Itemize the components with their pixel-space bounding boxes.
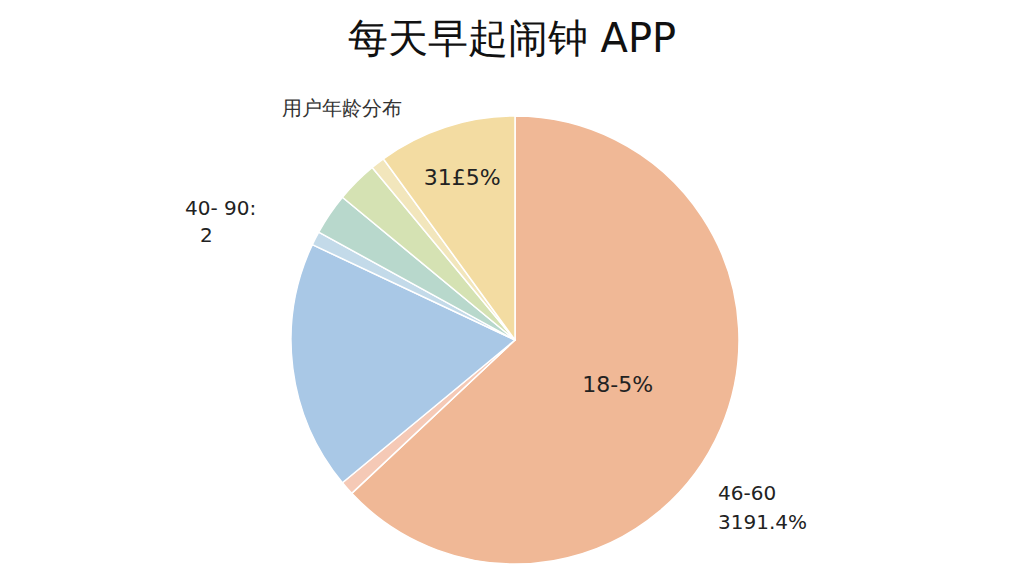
svg-text:18-5%: 18-5%: [582, 372, 653, 397]
svg-text:3191.4%: 3191.4%: [718, 510, 807, 534]
svg-text:2: 2: [200, 223, 213, 247]
svg-text:31£5%: 31£5%: [424, 165, 501, 190]
svg-text:46-60: 46-60: [718, 481, 776, 505]
svg-text:每天早起闹钟 APP: 每天早起闹钟 APP: [348, 15, 676, 61]
svg-text:40- 90:: 40- 90:: [185, 196, 256, 220]
svg-text:用户年龄分布: 用户年龄分布: [282, 96, 402, 120]
